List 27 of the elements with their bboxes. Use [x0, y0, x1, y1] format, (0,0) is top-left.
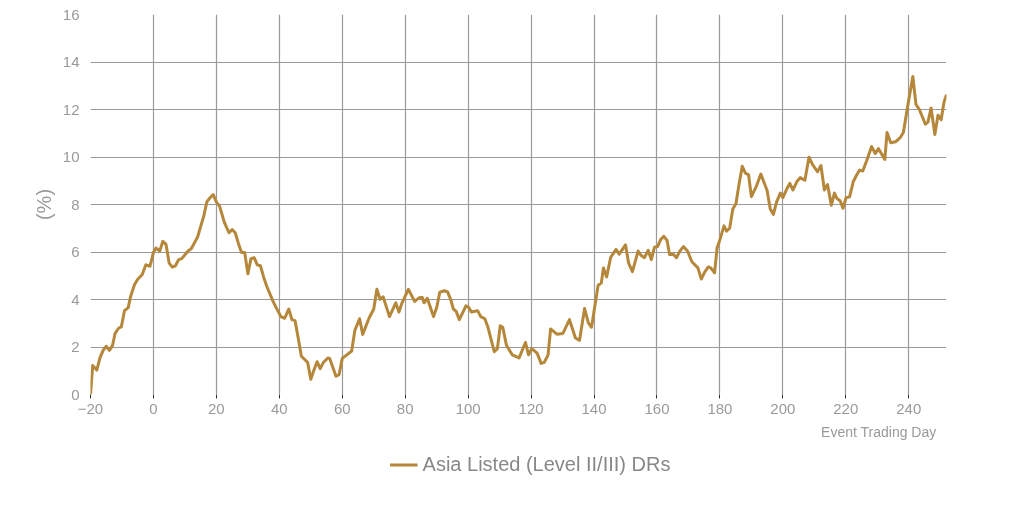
line-series [90, 74, 947, 395]
y-tick-label: 8 [71, 195, 80, 213]
x-tick-label: 220 [833, 399, 859, 417]
x-tick-label: 80 [396, 399, 414, 417]
legend-label: Asia Listed (Level II/III) DRs [422, 452, 671, 476]
x-tick-label: 40 [270, 399, 288, 417]
y-tick-label: 10 [62, 148, 80, 165]
x-tick-label: −20 [77, 399, 104, 417]
y-tick-label: 16 [62, 5, 80, 23]
y-tick-label: 14 [62, 53, 80, 70]
x-tick-label: 180 [707, 399, 733, 417]
x-tick-label: 120 [518, 399, 544, 417]
x-tick-label: 0 [149, 399, 158, 417]
y-axis-title: (%) [32, 188, 55, 221]
x-axis-title: Event Trading Day [821, 423, 937, 440]
y-tick-label: 6 [71, 243, 80, 260]
x-tick-label: 240 [896, 399, 922, 417]
x-tick-label: 100 [455, 399, 481, 417]
x-tick-label: 60 [333, 399, 351, 417]
y-tick-label: 12 [62, 100, 80, 118]
x-tick-label: 140 [581, 399, 607, 417]
x-tick-label: 160 [644, 399, 670, 417]
y-tick-label: 0 [71, 385, 80, 403]
y-tick-label: 4 [71, 290, 80, 308]
x-tick-label: 20 [208, 399, 225, 417]
x-tick-label: 200 [770, 399, 796, 417]
y-tick-label: 2 [71, 338, 80, 355]
